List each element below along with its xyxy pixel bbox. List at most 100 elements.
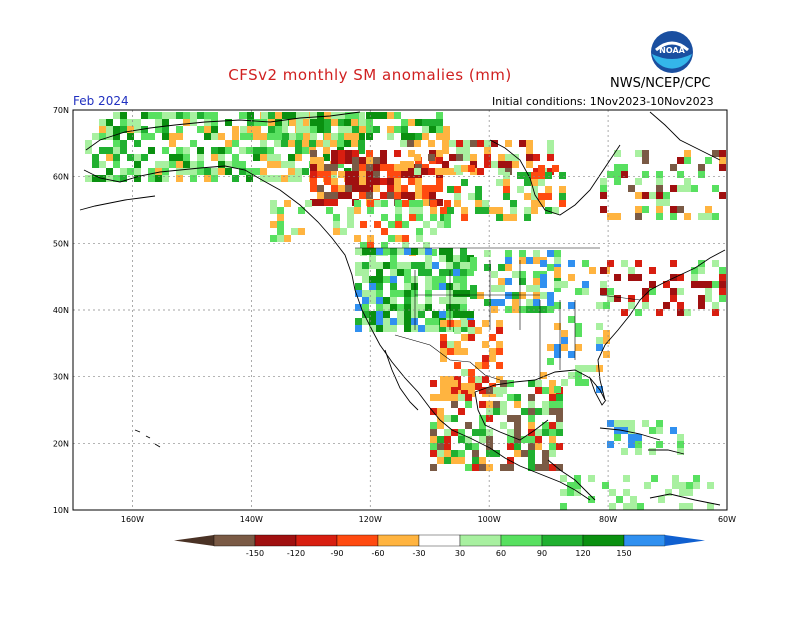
- anomaly-cell: [514, 443, 521, 450]
- anomaly-cell: [302, 119, 309, 126]
- legend-swatch: [623, 534, 666, 547]
- anomaly-cell: [390, 276, 397, 283]
- anomaly-cell: [408, 178, 415, 185]
- anomaly-cell: [482, 341, 489, 348]
- anomaly-cell: [432, 276, 439, 283]
- anomaly-cell: [642, 420, 649, 427]
- anomaly-cell: [428, 140, 435, 147]
- anomaly-cell: [358, 140, 365, 147]
- anomaly-cell: [614, 171, 621, 178]
- anomaly-cell: [463, 140, 470, 147]
- anomaly-cell: [277, 235, 284, 242]
- anomaly-cell: [373, 126, 380, 133]
- anomaly-cell: [204, 112, 211, 119]
- anomaly-cell: [432, 262, 439, 269]
- anomaly-cell: [404, 325, 411, 332]
- anomaly-cell: [440, 383, 447, 390]
- anomaly-cell: [362, 318, 369, 325]
- legend-swatch: [459, 534, 502, 547]
- anomaly-cell: [505, 292, 512, 299]
- anomaly-cell: [197, 161, 204, 168]
- anomaly-cell: [621, 171, 628, 178]
- anomaly-cell: [538, 200, 545, 207]
- anomaly-cell: [496, 341, 503, 348]
- anomaly-cell: [547, 140, 554, 147]
- anomaly-cell: [204, 126, 211, 133]
- anomaly-cell: [596, 323, 603, 330]
- anomaly-cell: [607, 420, 614, 427]
- anomaly-cell: [507, 443, 514, 450]
- anomaly-cell: [428, 154, 435, 161]
- anomaly-cell: [542, 422, 549, 429]
- anomaly-cell: [302, 168, 309, 175]
- anomaly-cell: [296, 126, 303, 133]
- anomaly-cell: [461, 179, 468, 186]
- anomaly-cell: [162, 161, 169, 168]
- anomaly-cell: [521, 436, 528, 443]
- anomaly-cell: [155, 175, 162, 182]
- anomaly-cell: [505, 154, 512, 161]
- organization-label: NWS/NCEP/CPC: [610, 76, 711, 91]
- anomaly-cell: [635, 260, 642, 267]
- anomaly-cell: [148, 133, 155, 140]
- anomaly-cell: [447, 376, 454, 383]
- anomaly-cell: [366, 164, 373, 171]
- legend-swatch: [336, 534, 379, 547]
- anomaly-cell: [422, 199, 429, 206]
- anomaly-cell: [686, 489, 693, 496]
- anomaly-cell: [402, 221, 409, 228]
- anomaly-cell: [630, 503, 637, 510]
- latitude-label: 70N: [53, 106, 69, 115]
- anomaly-cell: [614, 274, 621, 281]
- anomaly-cell: [468, 320, 475, 327]
- anomaly-cell: [656, 192, 663, 199]
- anomaly-cell: [345, 178, 352, 185]
- anomaly-cell: [475, 362, 482, 369]
- anomaly-cell: [470, 140, 477, 147]
- anomaly-cell: [366, 192, 373, 199]
- anomaly-cell: [472, 464, 479, 471]
- anomaly-cell: [496, 376, 503, 383]
- anomaly-cell: [422, 119, 429, 126]
- anomaly-cell: [482, 207, 489, 214]
- anomaly-cell: [268, 119, 275, 126]
- anomaly-cell: [148, 147, 155, 154]
- anomaly-cell: [533, 285, 540, 292]
- anomaly-cell: [691, 185, 698, 192]
- anomaly-cell: [261, 112, 268, 119]
- anomaly-cell: [600, 192, 607, 199]
- anomaly-cell: [390, 297, 397, 304]
- anomaly-cell: [479, 401, 486, 408]
- anomaly-cell: [547, 344, 554, 351]
- anomaly-cell: [415, 164, 422, 171]
- anomaly-cell: [556, 422, 563, 429]
- anomaly-cell: [460, 276, 467, 283]
- anomaly-cell: [387, 178, 394, 185]
- legend-swatch: [377, 534, 420, 547]
- anomaly-cell: [503, 172, 510, 179]
- anomaly-cell: [253, 168, 260, 175]
- anomaly-cell: [383, 318, 390, 325]
- anomaly-cell: [468, 383, 475, 390]
- anomaly-cell: [411, 276, 418, 283]
- anomaly-cell: [211, 112, 218, 119]
- anomaly-cell: [281, 140, 288, 147]
- latitude-label: 50N: [53, 239, 69, 248]
- anomaly-cell: [554, 302, 561, 309]
- anomaly-cell: [418, 262, 425, 269]
- anomaly-cell: [400, 140, 407, 147]
- anomaly-cell: [416, 200, 423, 207]
- anomaly-cell: [284, 200, 291, 207]
- anomaly-cell: [698, 281, 705, 288]
- anomaly-cell: [575, 344, 582, 351]
- anomaly-cell: [719, 150, 726, 157]
- anomaly-cell: [528, 394, 535, 401]
- anomaly-cell: [453, 304, 460, 311]
- anomaly-cell: [479, 422, 486, 429]
- anomaly-cell: [526, 147, 533, 154]
- anomaly-cell: [430, 443, 437, 450]
- anomaly-cell: [113, 140, 120, 147]
- anomaly-cell: [528, 443, 535, 450]
- legend-label: -90: [330, 549, 343, 558]
